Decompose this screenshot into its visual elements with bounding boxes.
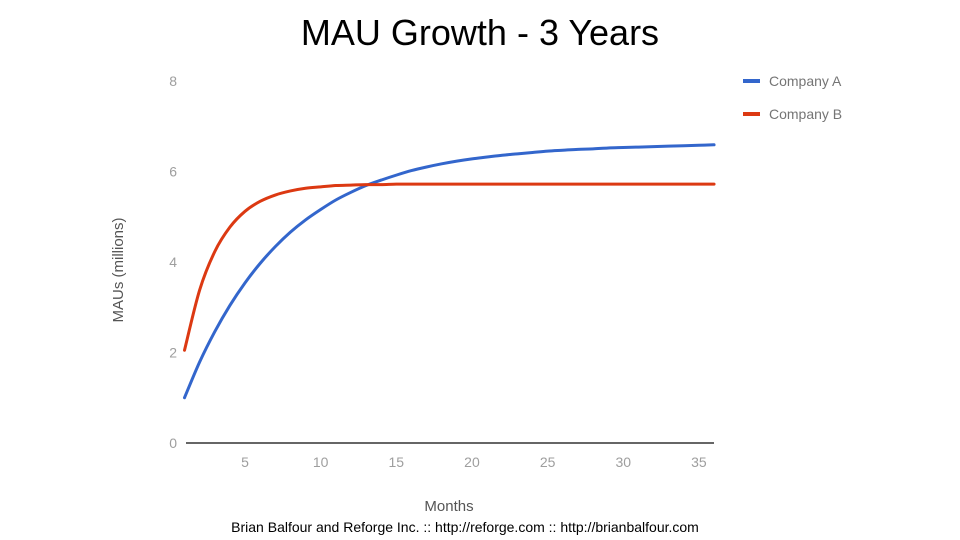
legend-item-company-b[interactable]: Company B xyxy=(743,106,842,122)
y-tick-label: 2 xyxy=(169,345,177,361)
y-tick-label: 8 xyxy=(169,73,177,89)
x-tick-label: 25 xyxy=(540,454,556,470)
series-lines xyxy=(183,143,716,400)
legend-item-company-a[interactable]: Company A xyxy=(743,73,842,89)
x-tick-label: 35 xyxy=(691,454,707,470)
x-tick-label: 5 xyxy=(241,454,249,470)
y-axis-title: MAUs (millions) xyxy=(110,217,127,322)
y-tick-label: 4 xyxy=(169,254,177,270)
legend: Company A Company B xyxy=(743,73,842,122)
x-tick-label: 10 xyxy=(313,454,329,470)
y-tick-label: 6 xyxy=(169,164,177,180)
slide-title: MAU Growth - 3 Years xyxy=(300,12,660,53)
x-axis-title: Months xyxy=(424,498,473,515)
x-axis-ticks: 5 10 15 20 25 30 35 xyxy=(241,454,707,470)
legend-label: Company A xyxy=(769,73,842,89)
x-tick-label: 15 xyxy=(389,454,405,470)
series-line-company-b xyxy=(183,182,716,352)
footer-attribution: Brian Balfour and Reforge Inc. :: http:/… xyxy=(231,519,699,535)
legend-label: Company B xyxy=(769,106,842,122)
x-tick-label: 30 xyxy=(615,454,631,470)
series-line-company-a xyxy=(183,143,716,400)
y-axis-ticks: 0 2 4 6 8 xyxy=(169,73,177,451)
x-tick-label: 20 xyxy=(464,454,480,470)
y-tick-label: 0 xyxy=(169,435,177,451)
